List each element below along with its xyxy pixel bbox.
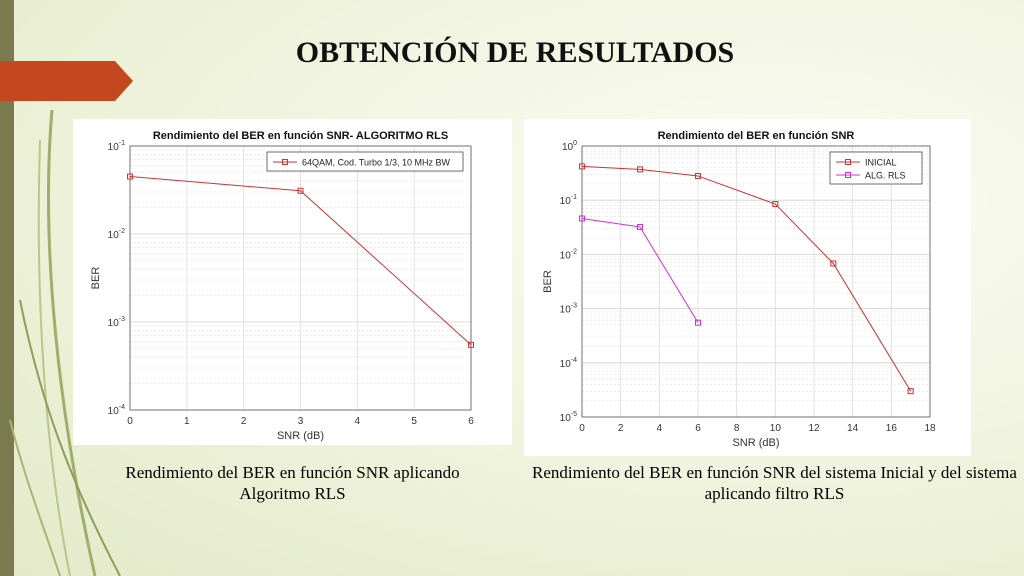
data-point-marker [297,187,304,194]
x-tick-label: 6 [695,423,701,434]
caption-right-line-1: Rendimiento del BER en función SNR del s… [532,463,1017,482]
data-point-marker [637,224,643,231]
slide-title: OBTENCIÓN DE RESULTADOS [295,36,735,69]
data-point-marker [695,172,701,179]
x-tick-label: 10 [770,423,782,434]
chart-panel-left: 10-1 10-2 10-3 10-4 0 1 2 3 4 5 6 Rendimiento del B… [73,119,512,445]
data-point-marker [468,341,474,348]
legend-marker [282,159,288,165]
x-tick-label: 5 [411,416,417,427]
data-point-marker [579,163,585,170]
legend-marker [845,159,851,165]
legend-box [266,151,464,172]
chart-title: Rendimiento del BER en función SNR [658,130,855,142]
chart-rls: 10-1 10-2 10-3 10-40 1 2 3 4 5 6 Rendimiento del B… [90,130,474,442]
series-line [129,176,472,346]
plot-area [582,146,930,417]
x-tick-label: 14 [847,423,859,434]
caption-right-line-2: aplicando filtro RLS [704,484,845,503]
y-tick-label: 10-3 [560,303,577,316]
x-tick-label: 0 [579,423,585,434]
x-tick-label: 8 [734,423,740,434]
series-line [581,217,699,323]
legend-label: ALG. RLS [865,171,906,181]
x-tick-label: 2 [241,416,247,427]
caption-left-line-2: Algoritmo RLS [239,484,346,503]
y-tick-label: 10-1 [560,194,577,207]
legend-label: 64QAM, Cod. Turbo 1/3, 10 MHz BW [302,158,451,168]
chart-title: Rendimiento del BER en función SNR- ALGO… [153,130,448,142]
data-point-marker [907,388,914,395]
y-tick-label: 10-4 [560,357,577,370]
y-tick-label: 10-4 [108,404,125,417]
data-point-marker [830,260,837,267]
legend-marker [845,172,851,178]
x-tick-label: 0 [127,416,133,427]
x-tick-label: 3 [298,416,304,427]
data-point-marker [127,173,133,180]
data-point-marker [772,201,779,208]
y-axis-label: BER [542,270,554,293]
caption-left-line-1: Rendimiento del BER en función SNR aplic… [125,463,460,482]
x-tick-label: 6 [468,416,474,427]
legend-label: INICIAL [865,158,897,168]
x-tick-label: 4 [657,423,663,434]
plot-frame [129,145,472,411]
series-line [581,165,912,392]
data-point-marker [695,319,701,326]
x-tick-label: 18 [924,423,936,434]
y-tick-label: 10-5 [560,411,577,424]
y-tick-label: 10-1 [108,140,125,153]
y-tick-label: 10-2 [108,228,125,241]
x-axis-label: SNR (dB) [277,430,324,442]
x-axis-label: SNR (dB) [732,437,779,449]
chart-panel-right: 100 10-1 10-2 10-3 10-4 10-5 0 2 4 6 8 10 12 14 16 18 Re… [524,119,971,456]
y-tick-label: 10-3 [108,316,125,329]
legend-box [829,151,923,185]
x-tick-label: 2 [618,423,624,434]
plot-frame [581,145,931,418]
chart-inicial-vs-rls: 100 10-1 10-2 10-3 10-4 10-50 2 4 6 8 10 12 14 16 18 Re… [542,130,936,449]
left-decorative-bar [0,0,14,576]
x-tick-label: 16 [886,423,898,434]
caption-right: Rendimiento del BER en función SNR del s… [525,462,1024,504]
x-tick-label: 1 [184,416,190,427]
data-point-marker [637,166,643,173]
x-tick-label: 4 [355,416,361,427]
data-point-marker [579,215,585,222]
y-tick-label: 100 [562,140,577,153]
x-tick-label: 12 [808,423,820,434]
caption-left: Rendimiento del BER en función SNR aplic… [110,462,475,504]
y-axis-label: BER [90,267,102,290]
y-tick-label: 10-2 [560,248,577,261]
